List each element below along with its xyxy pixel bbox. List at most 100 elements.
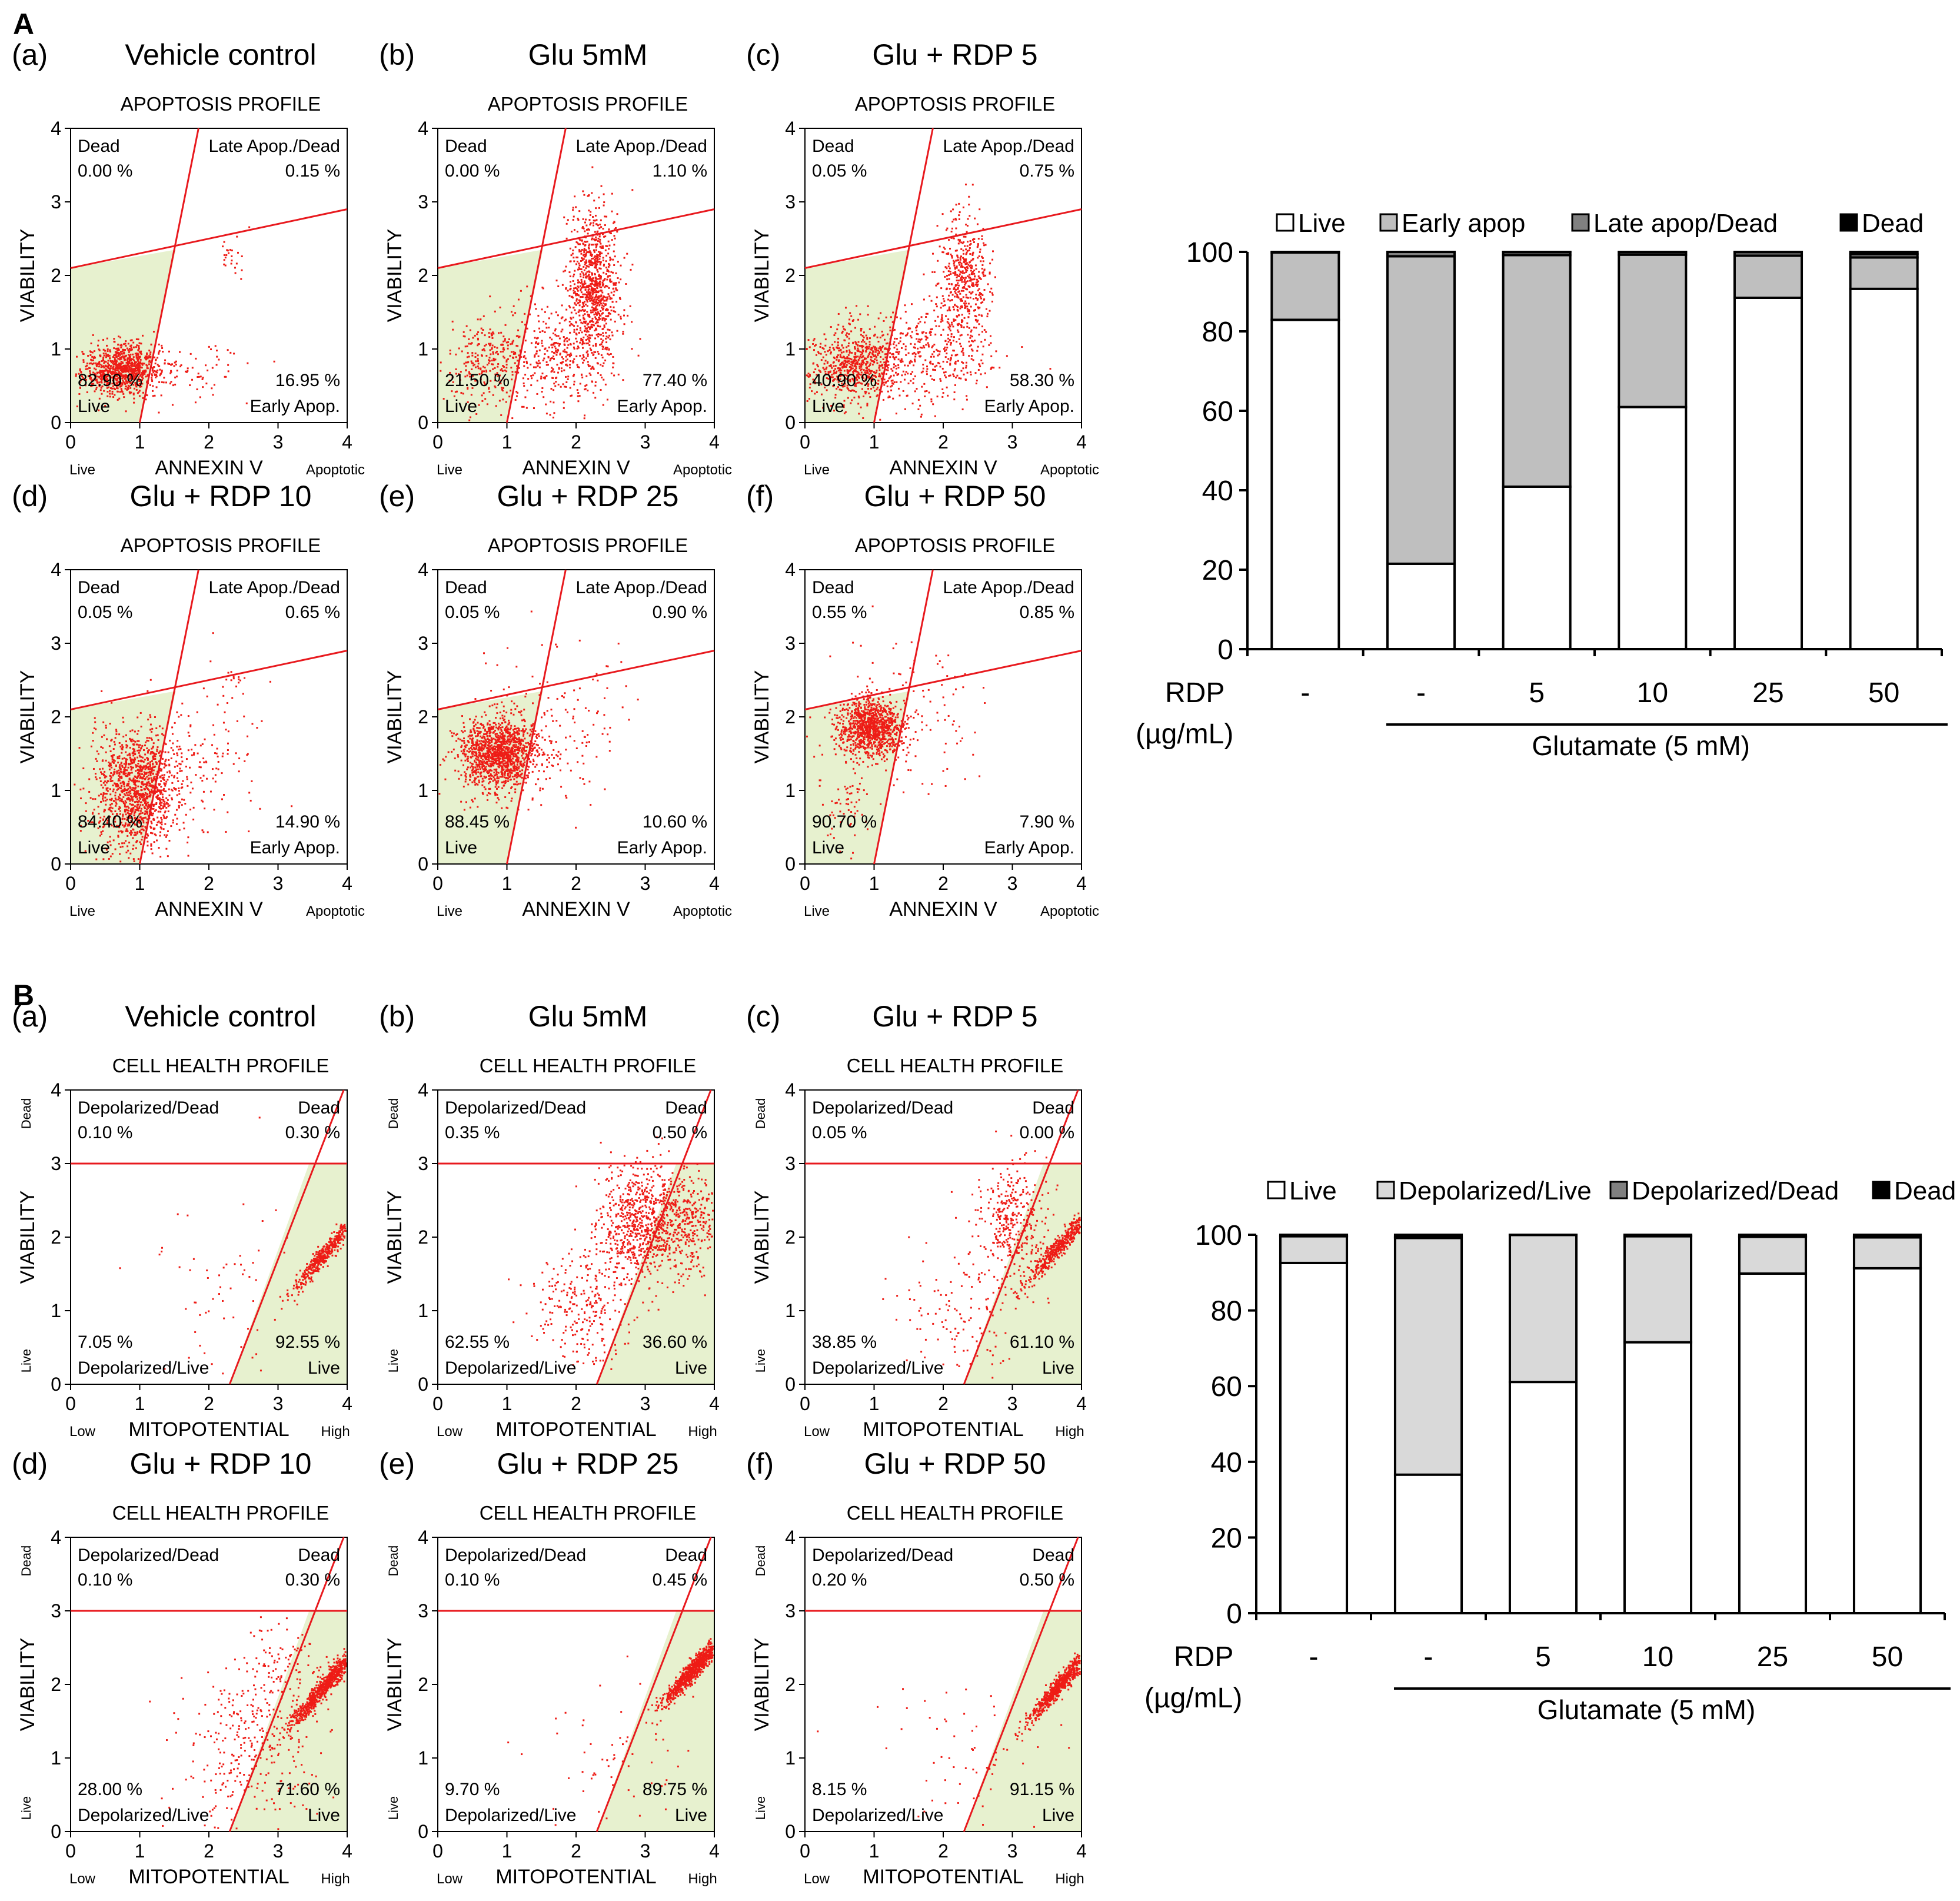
event-dot (850, 402, 852, 404)
event-dot (598, 227, 601, 230)
event-dot (1049, 368, 1051, 370)
event-dot (554, 352, 556, 354)
event-dot (931, 271, 934, 273)
event-dot (580, 250, 582, 252)
event-dot (121, 390, 123, 392)
event-dot (625, 283, 627, 285)
event-dot (953, 320, 955, 322)
event-dot (637, 354, 640, 357)
event-dot (611, 334, 614, 337)
event-dot (600, 286, 603, 288)
event-dot (939, 245, 941, 248)
event-dot (578, 267, 580, 269)
event-dot (949, 267, 951, 270)
event-dot (573, 374, 575, 376)
event-dot (594, 384, 597, 387)
event-dot (105, 361, 107, 363)
event-dot (502, 365, 504, 367)
event-dot (568, 324, 571, 327)
event-dot (963, 281, 966, 283)
event-dot (599, 325, 601, 328)
event-dot (820, 359, 823, 361)
event-dot (124, 770, 126, 773)
event-dot (956, 354, 959, 356)
event-dot (110, 772, 112, 775)
event-dot (127, 358, 129, 361)
event-dot (919, 346, 921, 348)
event-dot (510, 343, 512, 345)
event-dot (89, 377, 91, 380)
event-dot (873, 386, 875, 388)
event-dot (96, 363, 99, 365)
event-dot (141, 745, 144, 747)
event-dot (889, 347, 891, 350)
event-dot (949, 300, 951, 302)
event-dot (127, 388, 129, 390)
event-dot (588, 219, 591, 221)
event-dot (981, 264, 984, 266)
event-dot (451, 320, 454, 323)
event-dot (842, 325, 844, 328)
event-dot (588, 340, 591, 343)
event-dot (118, 373, 121, 375)
event-dot (595, 236, 597, 238)
event-dot (857, 347, 859, 350)
event-dot (135, 373, 137, 375)
event-dot (488, 343, 490, 345)
event-dot (159, 801, 162, 803)
event-dot (617, 261, 619, 263)
event-dot (585, 384, 588, 386)
event-dot (124, 794, 127, 796)
event-dot (573, 260, 575, 262)
event-dot (241, 269, 243, 271)
event-dot (135, 790, 138, 792)
event-dot (577, 217, 579, 220)
event-dot (897, 373, 900, 375)
event-dot (870, 348, 872, 351)
event-dot (591, 365, 594, 368)
event-dot (876, 388, 878, 391)
event-dot (114, 768, 116, 770)
event-dot (108, 809, 111, 811)
event-dot (584, 244, 587, 246)
event-dot (477, 337, 479, 340)
event-dot (840, 369, 843, 371)
event-dot (951, 294, 954, 296)
event-dot (967, 310, 970, 312)
event-dot (844, 361, 847, 363)
event-dot (844, 374, 846, 376)
event-dot (933, 310, 936, 312)
x-axis-right-label: Apoptotic (673, 462, 732, 478)
event-dot (144, 850, 146, 853)
event-dot (605, 341, 608, 344)
event-dot (205, 364, 207, 367)
event-dot (565, 337, 568, 340)
event-dot (573, 325, 575, 327)
event-dot (603, 271, 605, 274)
event-dot (588, 273, 590, 275)
event-dot (137, 801, 139, 803)
event-dot (114, 384, 116, 386)
event-dot (594, 240, 596, 242)
event-dot (885, 373, 887, 375)
event-dot (600, 354, 603, 356)
event-dot (101, 360, 103, 363)
event-dot (573, 346, 575, 348)
event-dot (946, 274, 948, 277)
event-dot (152, 367, 154, 369)
event-dot (887, 342, 889, 344)
event-dot (862, 417, 864, 419)
event-dot (919, 321, 921, 323)
event-dot (843, 406, 845, 408)
event-dot (972, 340, 974, 343)
event-dot (548, 327, 550, 329)
event-dot (88, 778, 91, 780)
event-dot (120, 385, 122, 387)
panel-tag: (c) (746, 38, 780, 71)
event-dot (857, 381, 859, 384)
event-dot (223, 259, 225, 261)
event-dot (602, 228, 604, 230)
event-dot (960, 248, 963, 250)
event-dot (595, 318, 597, 320)
event-dot (942, 251, 944, 254)
